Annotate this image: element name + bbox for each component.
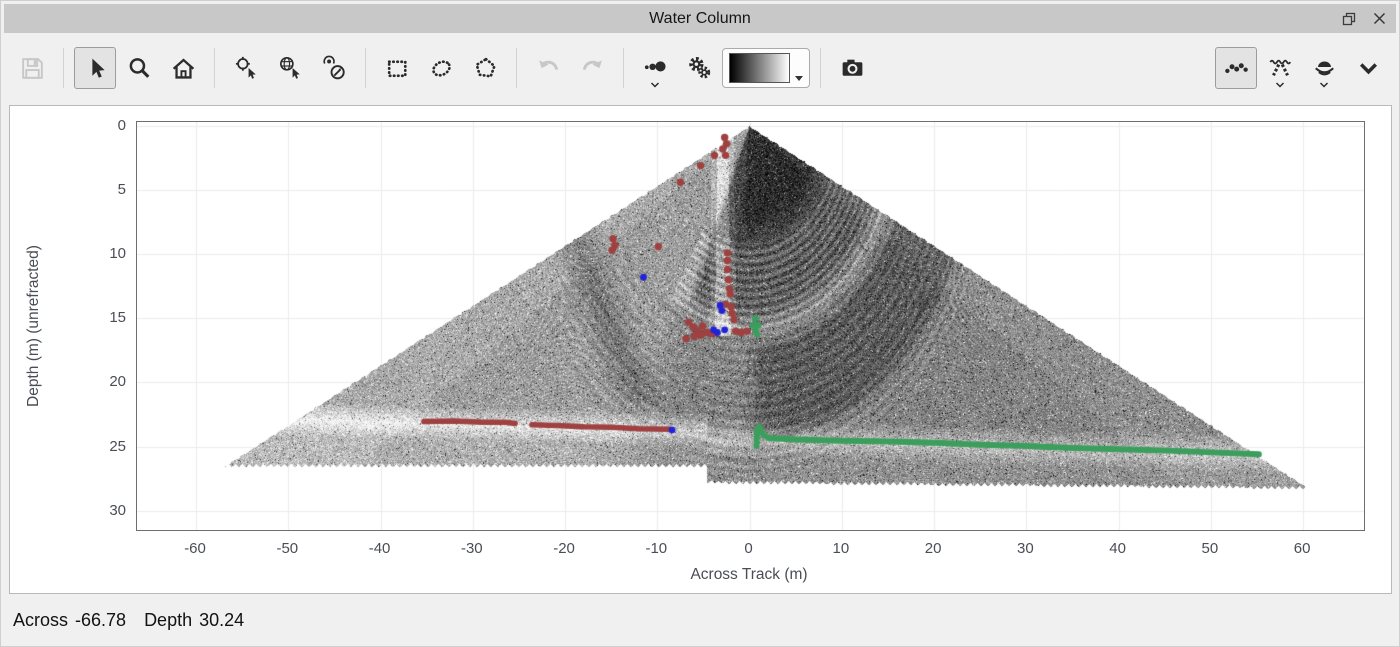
- dropdown-caret-icon: [1319, 82, 1329, 88]
- globe-cursor-icon: [277, 55, 304, 82]
- x-tick-label: 60: [1272, 540, 1332, 558]
- water-column-plot-panel: -60 -50 -40 -30 -20 -10 0 10 20 30 40 50 60 0 5 10 15 20 2…: [9, 105, 1392, 594]
- select-tool-button[interactable]: [74, 47, 116, 89]
- toolbar-separator: [365, 48, 366, 88]
- dot-sizes-icon: [642, 55, 669, 82]
- compass-point-icon: [321, 55, 348, 82]
- x-tick-label: -10: [626, 540, 686, 558]
- floppy-icon: [19, 55, 46, 82]
- home-view-button[interactable]: [162, 47, 204, 89]
- x-tick-label: -20: [534, 540, 594, 558]
- y-tick-label: 5: [74, 181, 126, 199]
- close-window-button[interactable]: [1372, 12, 1386, 26]
- display-settings-button[interactable]: [678, 47, 720, 89]
- redo-arrow-icon: [579, 55, 606, 82]
- x-axis-label: Across Track (m): [690, 566, 807, 584]
- undo-button[interactable]: [527, 47, 569, 89]
- redo-button[interactable]: [571, 47, 613, 89]
- camera-icon: [839, 55, 866, 82]
- cursor-arrow-icon: [82, 55, 109, 82]
- rectangle-select-button[interactable]: [376, 47, 418, 89]
- y-tick-label: 20: [74, 373, 126, 391]
- x-tick-label: 10: [811, 540, 871, 558]
- magnifier-icon: [126, 55, 153, 82]
- titlebar-buttons: [1342, 4, 1386, 33]
- toolbar-separator: [63, 48, 64, 88]
- y-tick-label: 0: [74, 117, 126, 135]
- fan-view-button[interactable]: [1303, 47, 1345, 89]
- ellipse-select-button[interactable]: [420, 47, 462, 89]
- sonar-fan-icon: [1311, 55, 1338, 82]
- polygon-select-button[interactable]: [464, 47, 506, 89]
- save-button[interactable]: [11, 47, 53, 89]
- toolbar-separator: [214, 48, 215, 88]
- y-tick-label: 25: [74, 438, 126, 456]
- point-size-button[interactable]: [634, 47, 676, 89]
- x-tick-label: 40: [1088, 540, 1148, 558]
- depth-label: Depth: [144, 610, 192, 631]
- float-window-button[interactable]: [1342, 12, 1356, 26]
- undo-arrow-icon: [535, 55, 562, 82]
- collapse-toolbar-button[interactable]: [1347, 47, 1389, 89]
- points-view-button[interactable]: [1215, 47, 1257, 89]
- across-label: Across: [13, 610, 68, 631]
- toolbar-left-group: [11, 47, 873, 89]
- gears-icon: [686, 55, 713, 82]
- float-icon: [1342, 12, 1356, 26]
- x-tick-label: -40: [350, 540, 410, 558]
- toolbar-right-group: [1215, 47, 1389, 89]
- toolbar: [1, 36, 1399, 100]
- colormap-gradient-swatch: [729, 53, 790, 83]
- y-tick-label: 10: [74, 245, 126, 263]
- dotted-polygon-icon: [472, 55, 499, 82]
- chevron-down-icon: [795, 76, 803, 81]
- title-bar[interactable]: Water Column: [4, 4, 1396, 33]
- zoom-tool-button[interactable]: [118, 47, 160, 89]
- y-axis-label: Depth (m) (unrefracted): [25, 245, 43, 407]
- pick-beam-tool-button[interactable]: [313, 47, 355, 89]
- plot-axes: [136, 121, 1365, 531]
- x-tick-label: 0: [719, 540, 779, 558]
- across-value: -66.78: [75, 610, 126, 631]
- x-tick-label: -60: [165, 540, 225, 558]
- close-icon: [1373, 12, 1386, 25]
- toolbar-separator: [820, 48, 821, 88]
- window-title: Water Column: [649, 10, 751, 28]
- beam-fan-icon: [1267, 55, 1294, 82]
- water-column-window: Water Column -60 -50 -40 -30 -20 -10 0 10 20 30 40…: [0, 0, 1400, 647]
- dropdown-caret-icon: [650, 82, 660, 88]
- snapshot-button[interactable]: [831, 47, 873, 89]
- depth-value: 30.24: [199, 610, 244, 631]
- colormap-select[interactable]: [722, 48, 810, 88]
- toolbar-separator: [623, 48, 624, 88]
- y-tick-label: 30: [74, 502, 126, 520]
- pick-geographic-tool-button[interactable]: [269, 47, 311, 89]
- pick-position-tool-button[interactable]: [225, 47, 267, 89]
- water-column-canvas[interactable]: [137, 122, 1364, 530]
- x-tick-label: 50: [1180, 540, 1240, 558]
- x-tick-label: -50: [257, 540, 317, 558]
- x-tick-label: -30: [442, 540, 502, 558]
- dotted-ellipse-icon: [428, 55, 455, 82]
- beams-view-button[interactable]: [1259, 47, 1301, 89]
- y-tick-label: 15: [74, 309, 126, 327]
- toolbar-separator: [516, 48, 517, 88]
- chevron-down-icon: [1355, 55, 1382, 82]
- crosshair-cursor-icon: [233, 55, 260, 82]
- x-tick-label: 20: [903, 540, 963, 558]
- status-bar: Across -66.78 Depth 30.24: [1, 594, 1399, 646]
- dropdown-caret-icon: [1275, 82, 1285, 88]
- x-tick-label: 30: [995, 540, 1055, 558]
- dotted-rectangle-icon: [384, 55, 411, 82]
- dot-arc-icon: [1223, 55, 1250, 82]
- home-icon: [170, 55, 197, 82]
